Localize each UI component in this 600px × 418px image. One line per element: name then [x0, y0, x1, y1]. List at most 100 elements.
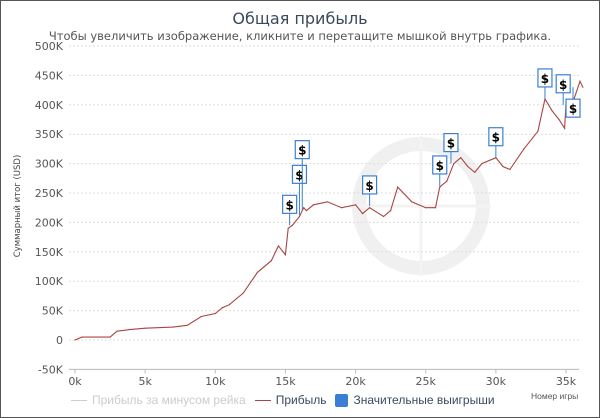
win-flag-box — [565, 98, 581, 118]
win-flag-box — [443, 133, 459, 153]
y-tick-label: 300K — [35, 158, 64, 171]
profit-data-point — [474, 171, 476, 174]
win-flag-box — [291, 164, 308, 184]
x-axis-label: Номер игры — [531, 391, 579, 401]
profit-data-point — [242, 292, 244, 294]
win-flag-box — [432, 155, 448, 175]
profit-data-point — [425, 207, 427, 209]
profit-data-point — [434, 207, 437, 209]
win-flag-box — [537, 68, 553, 88]
win-flag-label: $ — [298, 144, 306, 158]
win-flag-box — [555, 74, 571, 94]
profit-data-point — [74, 339, 76, 341]
profit-data-point — [369, 207, 371, 209]
win-flag-box — [294, 140, 310, 160]
profit-data-point — [502, 165, 504, 168]
profit-data-point — [523, 148, 525, 150]
win-flag-label: $ — [365, 179, 373, 193]
profit-series-line — [74, 79, 584, 341]
profit-data-point — [305, 210, 308, 212]
legend-wins-square-icon — [335, 393, 349, 407]
legend: Прибыль за минусом рейка Прибыль Значите… — [71, 393, 495, 407]
profit-data-point — [537, 130, 539, 132]
profit-data-point — [354, 204, 357, 206]
profit-data-point — [582, 86, 584, 88]
profit-data-point — [270, 260, 272, 262]
profit-data-point — [558, 118, 560, 121]
x-tick-label: 10k — [205, 375, 226, 388]
profit-data-point — [81, 336, 83, 338]
profit-data-point — [340, 207, 343, 209]
profit-data-point — [228, 304, 230, 306]
y-tick-label: 400K — [35, 99, 64, 112]
win-flag-label: $ — [436, 159, 444, 173]
x-tick-label: 15k — [275, 375, 296, 388]
y-tick-label: 50K — [42, 305, 64, 318]
win-flag-box — [488, 127, 504, 147]
profit-data-point — [130, 328, 132, 331]
win-flag-box — [282, 194, 298, 214]
profit-data-point — [460, 157, 462, 159]
profit-data-point — [291, 224, 294, 226]
profit-data-point — [397, 186, 399, 188]
profit-data-point — [284, 254, 287, 256]
profit-data-point — [579, 80, 581, 82]
x-tick-label: 5k — [138, 375, 152, 388]
profit-data-point — [439, 186, 441, 188]
y-tick-label: 200K — [35, 216, 64, 229]
win-flag-label: $ — [541, 72, 549, 86]
legend-item-net-profit[interactable]: Прибыль за минусом рейка — [92, 393, 246, 407]
win-flag-label: $ — [492, 131, 500, 145]
y-tick-label: 100K — [35, 275, 64, 288]
profit-data-point — [481, 163, 483, 165]
profit-data-point — [172, 326, 174, 328]
profit-data-point — [144, 327, 146, 329]
profit-data-point — [287, 227, 289, 229]
profit-data-point — [303, 207, 305, 209]
chart-subtitle: Чтобы увеличить изображение, кликните и … — [48, 29, 552, 43]
profit-data-point — [312, 204, 315, 206]
x-tick-label: 35k — [556, 375, 577, 388]
x-tick-label: 30k — [486, 375, 507, 388]
profit-data-point — [383, 215, 385, 218]
win-flag-box — [362, 175, 378, 195]
y-tick-label: -50K — [38, 363, 64, 376]
profit-data-point — [453, 163, 455, 165]
profit-data-point — [551, 110, 553, 112]
win-flag-label: $ — [569, 102, 577, 116]
legend-profit-line-icon — [254, 399, 271, 401]
y-axis-label: Суммарный итог (USD) — [13, 154, 23, 258]
win-flag-label: $ — [447, 137, 455, 151]
x-tick-label: 20k — [345, 375, 366, 388]
profit-data-point — [186, 324, 188, 326]
profit-data-point — [563, 127, 566, 129]
legend-net-line-icon — [71, 399, 87, 401]
profit-data-point — [326, 201, 329, 203]
profit-data-point — [277, 245, 280, 247]
y-tick-label: 350K — [35, 128, 64, 141]
y-tick-label: 150K — [35, 246, 64, 259]
profit-data-point — [467, 165, 469, 168]
profit-data-point — [214, 312, 216, 315]
y-tick-label: 500K — [35, 40, 64, 53]
legend-item-profit[interactable]: Прибыль — [275, 393, 327, 407]
profit-data-point — [446, 180, 448, 182]
profit-data-point — [200, 315, 202, 318]
win-flag-label: $ — [295, 168, 303, 182]
x-tick-label: 0k — [68, 375, 82, 388]
x-tick-label: 25k — [416, 375, 437, 388]
profit-data-point — [298, 215, 301, 218]
win-flag-label: $ — [285, 198, 293, 212]
profit-data-point — [361, 212, 364, 215]
profit-data-point — [221, 307, 223, 309]
profit-data-point — [509, 168, 511, 171]
profit-data-point — [256, 271, 258, 273]
profit-data-point — [411, 201, 413, 203]
y-tick-label: 0 — [56, 334, 63, 347]
y-tick-label: 250K — [35, 187, 64, 200]
profit-data-point — [109, 336, 111, 338]
legend-item-significant-wins[interactable]: Значительные выигрыши — [353, 393, 495, 407]
profit-data-point — [390, 210, 392, 212]
